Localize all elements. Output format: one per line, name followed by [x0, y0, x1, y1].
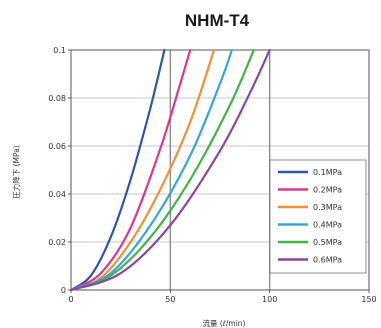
y-axis-label: 圧力降下 (MPa) [11, 145, 21, 199]
legend-label: 0.3MPa [313, 203, 342, 212]
plot-border [70, 49, 370, 291]
legend-label: 0.6MPa [313, 256, 342, 265]
x-tick-label: 100 [262, 295, 277, 304]
x-tick-label: 0 [68, 295, 73, 304]
series-line-0.5MPa [69, 48, 255, 292]
legend-label: 0.2MPa [313, 186, 342, 195]
series-line-0.3MPa [69, 48, 216, 292]
x-tick-label: 50 [165, 295, 175, 304]
legend-label: 0.5MPa [313, 238, 342, 247]
legend-label: 0.1MPa [313, 168, 342, 177]
y-tick-label: 0.02 [48, 238, 66, 247]
series-line-0.2MPa [69, 48, 192, 292]
legend: 0.1MPa 0.2MPa 0.3MPa 0.4MPa 0.5MPa 0.6MPa [269, 159, 367, 274]
series-line-0.4MPa [69, 48, 233, 292]
series-line-0.6MPa [69, 48, 271, 292]
plot-frame [68, 49, 370, 293]
y-tick-label: 0.1 [53, 46, 66, 55]
y-tick-label: 0.08 [48, 94, 66, 103]
series-line-0.1MPa [69, 48, 166, 292]
y-tick-label: 0 [61, 286, 66, 295]
x-axis-label: 流量 (ℓ/min) [202, 318, 245, 328]
legend-label: 0.4MPa [313, 221, 342, 230]
y-tick-label: 0.06 [48, 142, 66, 151]
series-lines [69, 48, 271, 292]
legend-box [269, 159, 367, 274]
y-tick-label: 0.04 [48, 190, 66, 199]
x-tick-label: 150 [361, 295, 376, 304]
chart-title: NHM-T4 [185, 11, 250, 30]
tick-labels: 0 0.02 0.04 0.06 0.08 0.1 0 50 100 150 [48, 46, 376, 304]
